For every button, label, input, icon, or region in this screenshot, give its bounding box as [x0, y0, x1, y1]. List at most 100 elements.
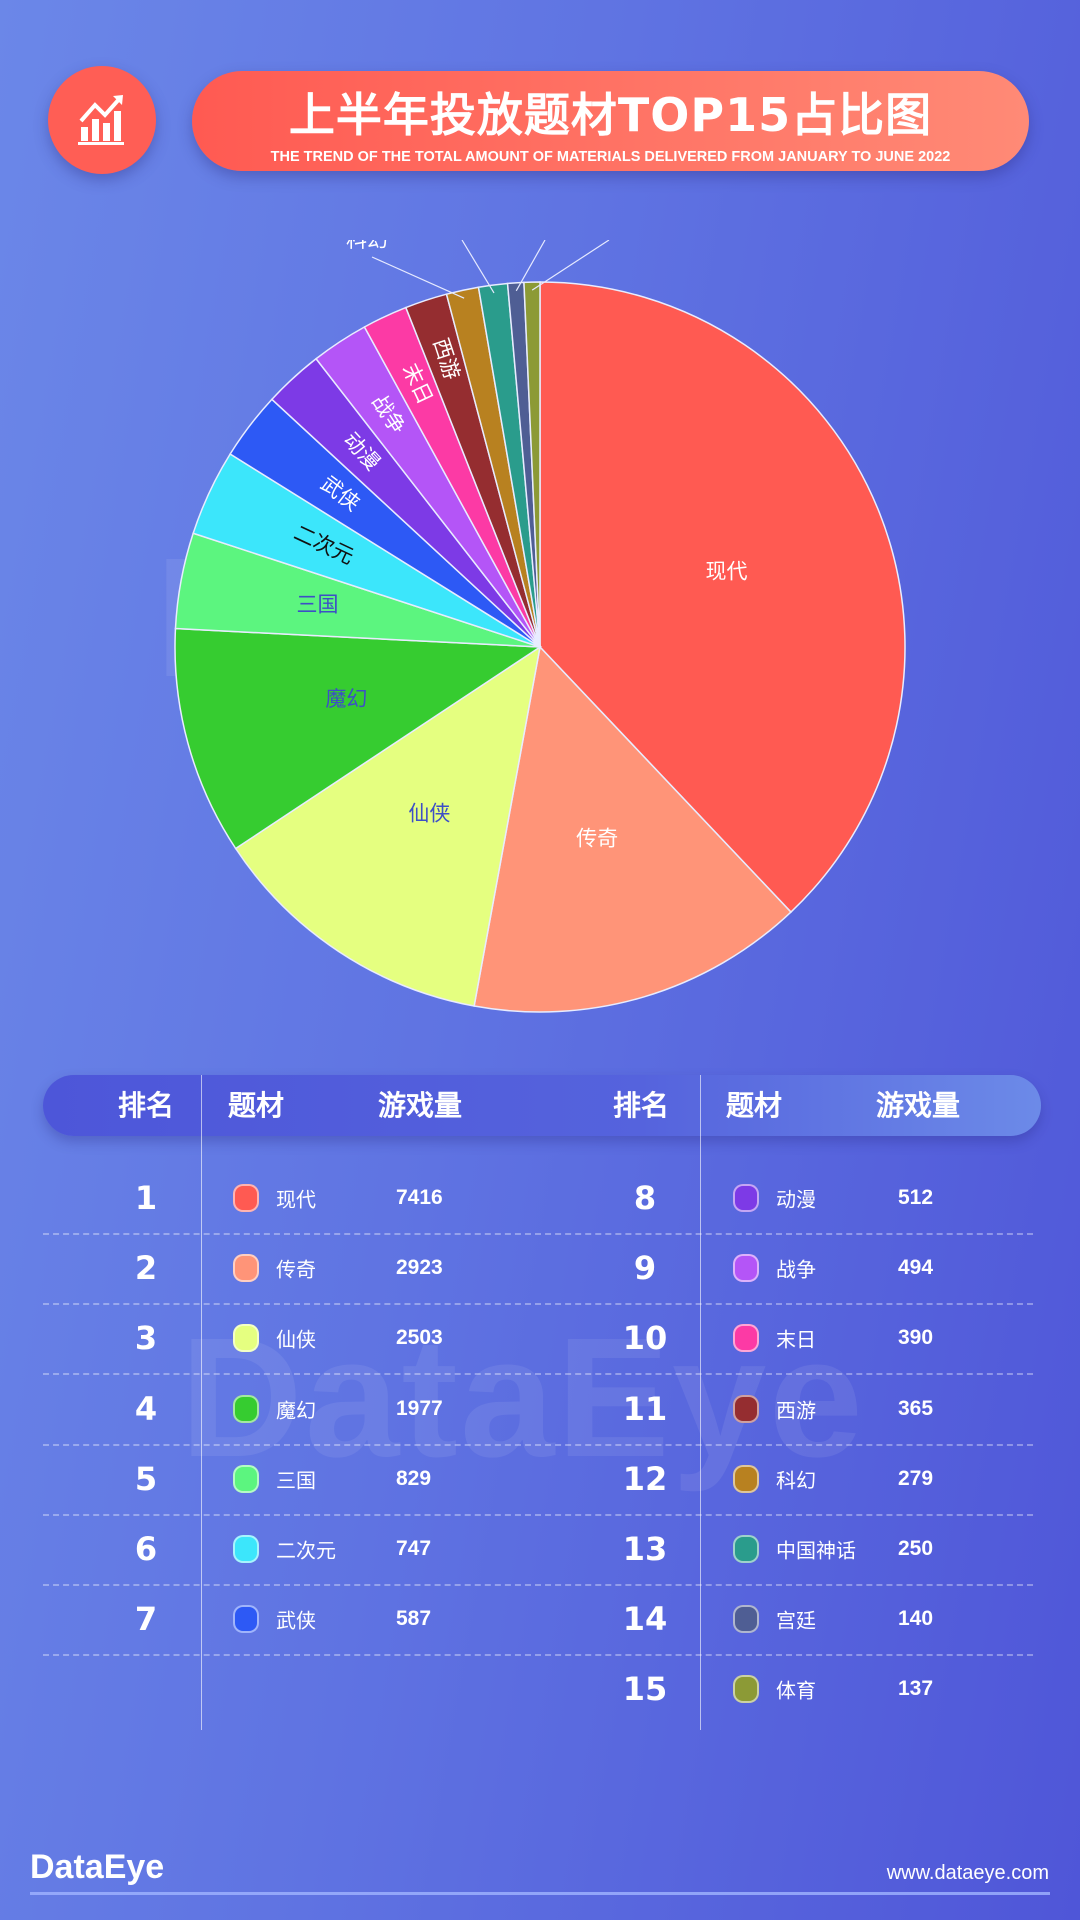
rank-number: 1 [134, 1179, 158, 1217]
topic-name: 体育 [776, 1678, 816, 1703]
header-count: 游戏量 [876, 1089, 961, 1122]
header-topic: 题材 [228, 1089, 285, 1122]
rank-number: 7 [134, 1600, 158, 1639]
game-count: 137 [898, 1677, 934, 1701]
topic-name: 二次元 [276, 1538, 336, 1563]
pie-label: 传奇 [576, 826, 618, 850]
rank-number: 6 [134, 1530, 158, 1568]
color-swatch [733, 1394, 759, 1423]
topic-name: 武侠 [276, 1608, 316, 1633]
topic-name: 战争 [776, 1257, 816, 1282]
color-swatch [233, 1184, 259, 1212]
leader-line [531, 240, 610, 291]
pie-label: 三国 [297, 593, 339, 617]
rank-number: 2 [134, 1249, 158, 1288]
row-divider [43, 1443, 1033, 1446]
rank-number: 9 [633, 1249, 657, 1288]
rank-number: 8 [633, 1179, 657, 1217]
page-title: 上半年投放题材TOP15占比图 [288, 88, 933, 142]
topic-name: 宫廷 [776, 1608, 816, 1633]
pie-label: 仙侠 [408, 802, 450, 826]
color-swatch [733, 1184, 759, 1212]
pie-label: 科幻 [346, 240, 388, 252]
color-swatch [233, 1535, 259, 1563]
rank-number: 10 [622, 1319, 668, 1358]
rank-number: 4 [134, 1389, 158, 1428]
game-count: 7416 [396, 1186, 443, 1209]
bar-chart-trend-icon [78, 95, 124, 145]
website-link[interactable]: www.dataeye.com [886, 1862, 1049, 1884]
table-header: 排名 题材 游戏量 排名 题材 游戏量 [43, 1075, 1041, 1136]
chart-icon-badge [48, 66, 156, 174]
topic-name: 中国神话 [776, 1538, 856, 1563]
dataeye-logo: DataEye [30, 1848, 165, 1886]
rank-number: 12 [622, 1459, 668, 1498]
pie-label: 魔幻 [325, 687, 367, 711]
header-topic: 题材 [726, 1089, 783, 1122]
footer-divider [30, 1892, 1050, 1895]
game-count: 2923 [396, 1256, 443, 1280]
game-count: 250 [898, 1537, 934, 1560]
color-swatch [233, 1324, 259, 1353]
color-swatch [733, 1535, 759, 1563]
rank-number: 13 [622, 1530, 668, 1568]
pie-slice-0 [539, 281, 906, 914]
topic-name: 科幻 [776, 1468, 816, 1493]
game-count: 747 [396, 1537, 432, 1560]
rank-number: 5 [134, 1459, 158, 1498]
topic-name: 魔幻 [276, 1398, 316, 1423]
game-count: 512 [898, 1186, 934, 1209]
row-divider [43, 1233, 1033, 1235]
color-swatch [233, 1464, 259, 1493]
rank-number: 15 [622, 1670, 668, 1709]
pie-slice-3 [174, 627, 543, 850]
game-count: 390 [898, 1326, 934, 1350]
topic-name: 传奇 [276, 1257, 316, 1282]
row-divider [43, 1654, 1033, 1657]
rank-number: 11 [622, 1389, 668, 1428]
color-swatch [733, 1324, 759, 1353]
color-swatch [233, 1254, 259, 1283]
topic-name: 仙侠 [276, 1327, 316, 1352]
color-swatch [733, 1675, 759, 1704]
row-divider [43, 1373, 1033, 1376]
row-divider [43, 1584, 1033, 1586]
game-count: 279 [898, 1466, 934, 1490]
pie-label: 现代 [706, 560, 748, 584]
pie-slice-1 [473, 645, 792, 1013]
pie-slice-14 [523, 281, 541, 648]
pie-slice-2 [234, 645, 542, 1007]
color-swatch [733, 1464, 759, 1493]
pie-chart: 现代传奇仙侠魔幻三国二次元武侠动漫战争末日西游科幻中国神话宫廷体育 [174, 240, 906, 1013]
topic-name: 动漫 [776, 1187, 816, 1212]
header-rank: 排名 [118, 1089, 175, 1122]
color-swatch [733, 1605, 759, 1634]
leader-line [461, 240, 495, 294]
leader-line [371, 256, 465, 299]
topic-name: 现代 [276, 1187, 316, 1212]
game-count: 587 [396, 1607, 432, 1631]
game-count: 140 [898, 1607, 934, 1631]
rank-number: 3 [134, 1319, 158, 1358]
topic-name: 末日 [776, 1327, 816, 1352]
header-count: 游戏量 [378, 1089, 463, 1122]
game-count: 365 [898, 1396, 934, 1420]
header-rank: 排名 [613, 1089, 670, 1122]
column-divider [201, 1075, 202, 1730]
color-swatch [233, 1394, 259, 1423]
game-count: 2503 [396, 1326, 443, 1350]
rank-number: 14 [622, 1600, 668, 1639]
column-divider [700, 1075, 701, 1730]
topic-name: 三国 [276, 1468, 316, 1493]
color-swatch [733, 1254, 759, 1283]
row-divider [43, 1303, 1033, 1306]
row-divider [43, 1513, 1033, 1516]
leader-line [515, 240, 546, 292]
game-count: 829 [396, 1466, 432, 1490]
title-banner: 上半年投放题材TOP15占比图 THE TREND OF THE TOTAL A… [192, 71, 1029, 171]
game-count: 494 [898, 1256, 934, 1280]
topic-name: 西游 [776, 1398, 816, 1423]
color-swatch [233, 1605, 259, 1634]
page-subtitle: THE TREND OF THE TOTAL AMOUNT OF MATERIA… [270, 149, 951, 165]
game-count: 1977 [396, 1396, 443, 1420]
